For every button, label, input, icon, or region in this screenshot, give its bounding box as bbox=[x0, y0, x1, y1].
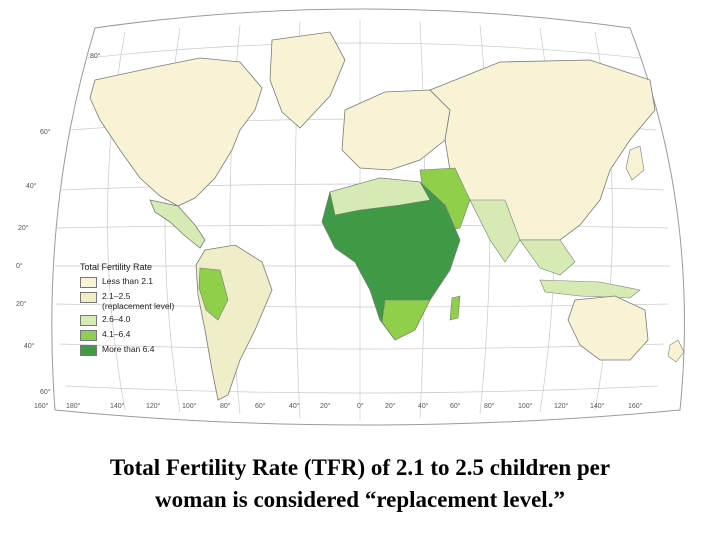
land-new-zealand bbox=[667, 339, 685, 363]
lon-label: 40° bbox=[418, 402, 429, 410]
land-asia bbox=[429, 59, 656, 241]
lon-label: 180° bbox=[66, 402, 81, 410]
legend-label: 2.1–2.5 bbox=[102, 291, 131, 301]
land-europe bbox=[341, 89, 451, 171]
land-australia bbox=[567, 295, 649, 361]
legend-label: 4.1–6.4 bbox=[102, 329, 131, 339]
lon-label: 140° bbox=[590, 402, 605, 410]
lat-label: 60° bbox=[40, 388, 51, 396]
lon-label: 120° bbox=[554, 402, 569, 410]
lon-label: 80° bbox=[484, 402, 495, 410]
legend-swatch bbox=[80, 292, 97, 303]
lon-label: 100° bbox=[518, 402, 533, 410]
caption-line-1: Total Fertility Rate (TFR) of 2.1 to 2.5… bbox=[109, 455, 611, 480]
legend-label: More than 6.4 bbox=[102, 344, 155, 354]
legend-item: More than 6.4 bbox=[80, 344, 184, 356]
legend-sublabel: (replacement level) bbox=[102, 301, 175, 311]
legend-item: 4.1–6.4 bbox=[80, 329, 184, 341]
lat-label: 20° bbox=[16, 300, 27, 308]
land-central-america bbox=[149, 199, 206, 249]
lat-label: 20° bbox=[18, 224, 29, 232]
lat-label: 40° bbox=[26, 182, 37, 190]
legend-item: Less than 2.1 bbox=[80, 276, 184, 288]
legend-swatch bbox=[80, 277, 97, 288]
lon-label: 60° bbox=[450, 402, 461, 410]
legend-swatch bbox=[80, 330, 97, 341]
land-south-asia bbox=[469, 199, 521, 263]
land-indonesia bbox=[539, 279, 641, 299]
caption-line-2: woman is considered “replacement level.” bbox=[155, 487, 565, 512]
lon-label: 20° bbox=[320, 402, 331, 410]
legend-label: Less than 2.1 bbox=[102, 276, 154, 286]
land-greenland bbox=[269, 31, 346, 129]
longitude-labels: 160° 180° 140° 120° 100° 80° 60° 40° 20°… bbox=[34, 402, 643, 410]
land-south-america-high bbox=[198, 267, 229, 321]
land-north-africa bbox=[329, 177, 431, 216]
map-caption: Total Fertility Rate (TFR) of 2.1 to 2.5… bbox=[40, 452, 680, 516]
legend-swatch bbox=[80, 315, 97, 326]
lon-label: 140° bbox=[110, 402, 125, 410]
lat-label: 0° bbox=[16, 262, 23, 270]
lat-label: 80° bbox=[90, 52, 101, 60]
land-southeast-asia bbox=[519, 239, 576, 276]
lon-label: 20° bbox=[385, 402, 396, 410]
world-fertility-map: 80° 60° 40° 20° 0° 20° 40° 60° 160° 180°… bbox=[16, 8, 685, 426]
lon-label: 0° bbox=[357, 402, 364, 410]
legend-title: Total Fertility Rate bbox=[80, 262, 153, 272]
legend-label-group: 2.1–2.5 (replacement level) bbox=[102, 291, 174, 311]
lat-label: 60° bbox=[40, 128, 51, 136]
lon-label: 160° bbox=[34, 402, 49, 410]
latitude-labels: 80° 60° 40° 20° 0° 20° 40° 60° bbox=[16, 52, 101, 396]
map-svg: 80° 60° 40° 20° 0° 20° 40° 60° 160° 180°… bbox=[16, 8, 685, 426]
lat-label: 40° bbox=[24, 342, 35, 350]
lon-label: 100° bbox=[182, 402, 197, 410]
map-legend: Total Fertility Rate Less than 2.1 2.1–2… bbox=[80, 262, 184, 359]
lon-label: 80° bbox=[220, 402, 231, 410]
lon-label: 40° bbox=[289, 402, 300, 410]
legend-label: 2.6–4.0 bbox=[102, 314, 131, 324]
land-north-america bbox=[89, 57, 263, 207]
lon-label: 60° bbox=[255, 402, 266, 410]
lon-label: 120° bbox=[146, 402, 161, 410]
legend-swatch bbox=[80, 345, 97, 356]
land-southern-africa bbox=[381, 299, 431, 341]
lon-label: 160° bbox=[628, 402, 643, 410]
land-japan bbox=[625, 145, 645, 181]
land-madagascar bbox=[449, 295, 461, 321]
legend-item: 2.6–4.0 bbox=[80, 314, 184, 326]
legend-item: 2.1–2.5 (replacement level) bbox=[80, 291, 184, 311]
